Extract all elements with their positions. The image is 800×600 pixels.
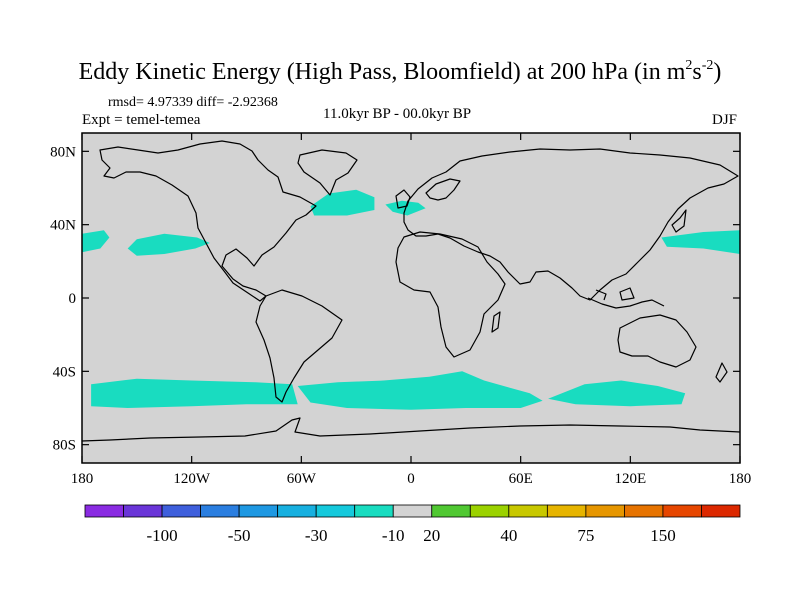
title-sup2: -2 [701,58,714,73]
anomaly-region-southern-ocean-atlantic-indian [297,371,543,410]
colorbar-label: -10 [382,526,405,545]
lon-tick-label: 180 [729,471,752,487]
lat-tick-label: 80S [53,438,76,454]
lon-tick-label: 180 [71,471,94,487]
coast-new-zealand [715,362,728,383]
colorbar-box [315,504,356,518]
colorbar-box [508,504,548,518]
title-main: Eddy Kinetic Energy (High Pass, Bloomfie… [78,59,686,85]
colorbar-box [701,504,741,518]
colorbar-box [469,504,510,518]
lon-tick-label: 60E [509,471,533,487]
anomaly-region-north-pacific-west [661,230,740,254]
anomaly-regions [82,189,740,410]
coast-south-america [255,289,343,403]
anomaly-region-north-pacific-central [127,233,210,256]
coast-australia [617,314,697,368]
colorbar-box [624,504,664,518]
anomaly-region-southern-ocean-pacific [91,378,298,408]
colorbar-label: -100 [146,526,177,545]
coast-europe-asia [403,148,739,301]
season-text: DJF [712,112,738,128]
lon-tick-label: 120W [173,471,211,487]
coast-japan [671,209,687,233]
colorbar-label: -30 [305,526,328,545]
colorbar: -100 -50 -30 -10 20 40 75 150 [84,504,741,545]
colorbar-box [662,504,702,518]
title-mid: s [692,59,702,85]
coast-indonesia [587,287,665,309]
colorbar-box [123,504,163,518]
lon-tick-label: 120E [614,471,646,487]
title-sup1: 2 [685,58,693,73]
period-text: 11.0kyr BP - 00.0kyr BP [323,106,472,122]
map-axis-ticks: 80N 40N 0 40S 80S 180 120W 60W 0 60E 120E 180 [50,133,751,487]
colorbar-box [546,504,587,518]
colorbar-box [354,504,394,518]
stats-text: rmsd= 4.97339 diff= -2.92368 [108,95,278,110]
colorbar-label: 20 [423,526,440,545]
colorbar-box [161,504,201,518]
colorbar-box [200,504,240,518]
colorbar-label: 75 [577,526,594,545]
lon-tick-label: 0 [407,471,415,487]
colorbar-box [238,504,279,518]
coast-africa [395,231,506,358]
title-end: ) [713,59,722,85]
coast-greenland [297,149,358,196]
plot-title: Eddy Kinetic Energy (High Pass, Bloomfie… [0,58,800,86]
lat-tick-label: 80N [50,144,76,160]
coast-antarctica [82,417,740,442]
colorbar-label: 40 [500,526,517,545]
lat-tick-label: 0 [69,291,77,307]
map-background [82,133,740,463]
coast-uk [395,189,411,209]
coast-north-america [99,140,317,302]
lat-tick-label: 40S [53,364,76,380]
coast-madagascar [491,311,501,333]
anomaly-region-southern-ocean-australia [548,380,686,407]
colorbar-label: -50 [228,526,251,545]
colorbar-box [84,504,124,518]
coastlines [82,140,740,442]
colorbar-box [392,504,433,518]
colorbar-box [585,504,625,518]
colorbar-box [431,504,471,518]
colorbar-box [277,504,317,518]
lon-tick-label: 60W [287,471,317,487]
colorbar-label: 150 [650,526,676,545]
anomaly-region-north-atlantic [310,189,375,216]
lat-tick-label: 40N [50,218,76,234]
coast-scandinavia [425,178,461,201]
anomaly-region-north-pacific-east [82,230,110,253]
experiment-text: Expt = temel-temea [82,112,201,128]
